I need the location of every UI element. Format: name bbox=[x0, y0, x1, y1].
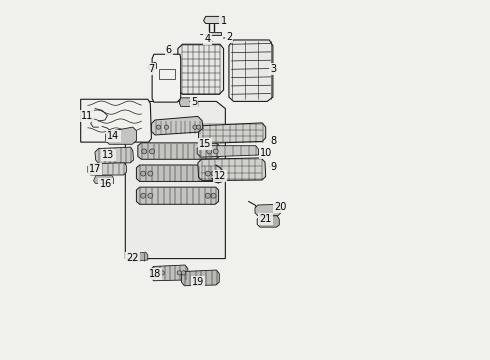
Text: 7: 7 bbox=[148, 64, 154, 74]
Polygon shape bbox=[81, 99, 151, 142]
Text: 20: 20 bbox=[274, 202, 287, 212]
Circle shape bbox=[211, 171, 216, 176]
Text: 12: 12 bbox=[214, 171, 226, 181]
Text: 6: 6 bbox=[166, 45, 172, 55]
Polygon shape bbox=[152, 54, 181, 102]
Circle shape bbox=[181, 271, 186, 275]
Text: 16: 16 bbox=[99, 179, 112, 189]
Polygon shape bbox=[209, 32, 220, 35]
Circle shape bbox=[160, 271, 164, 275]
Circle shape bbox=[148, 193, 153, 198]
Polygon shape bbox=[197, 146, 259, 157]
Text: 22: 22 bbox=[126, 253, 139, 263]
Text: 3: 3 bbox=[270, 64, 277, 74]
Polygon shape bbox=[94, 176, 114, 184]
Polygon shape bbox=[136, 165, 219, 181]
Circle shape bbox=[149, 149, 155, 154]
Circle shape bbox=[164, 125, 169, 129]
Circle shape bbox=[142, 149, 147, 154]
Text: 15: 15 bbox=[199, 139, 211, 149]
Circle shape bbox=[141, 193, 146, 198]
Text: 17: 17 bbox=[89, 164, 101, 174]
Circle shape bbox=[177, 271, 181, 275]
Circle shape bbox=[148, 171, 153, 176]
Polygon shape bbox=[181, 270, 220, 286]
Polygon shape bbox=[229, 40, 273, 102]
Text: 11: 11 bbox=[81, 111, 93, 121]
Polygon shape bbox=[159, 69, 175, 79]
Text: 14: 14 bbox=[107, 131, 120, 141]
Circle shape bbox=[207, 149, 212, 154]
Polygon shape bbox=[198, 123, 266, 144]
Text: 2: 2 bbox=[226, 32, 232, 42]
Polygon shape bbox=[148, 62, 156, 71]
Circle shape bbox=[154, 271, 159, 275]
Polygon shape bbox=[179, 98, 198, 107]
Text: 9: 9 bbox=[270, 162, 277, 172]
Polygon shape bbox=[131, 252, 148, 261]
Polygon shape bbox=[257, 216, 279, 227]
Polygon shape bbox=[125, 102, 225, 258]
Text: 1: 1 bbox=[220, 16, 227, 26]
Text: 5: 5 bbox=[191, 97, 197, 107]
Text: 4: 4 bbox=[204, 34, 211, 44]
Polygon shape bbox=[136, 187, 219, 204]
Circle shape bbox=[156, 125, 161, 129]
Text: 18: 18 bbox=[149, 269, 161, 279]
Polygon shape bbox=[203, 17, 222, 23]
Circle shape bbox=[213, 149, 218, 154]
Circle shape bbox=[141, 171, 146, 176]
Polygon shape bbox=[88, 163, 126, 175]
Circle shape bbox=[211, 193, 216, 198]
Polygon shape bbox=[255, 204, 281, 216]
Polygon shape bbox=[151, 265, 188, 281]
Circle shape bbox=[205, 193, 210, 198]
Text: 10: 10 bbox=[260, 148, 272, 158]
Polygon shape bbox=[138, 143, 220, 159]
Polygon shape bbox=[106, 127, 136, 144]
Polygon shape bbox=[151, 116, 203, 135]
Text: 8: 8 bbox=[270, 136, 277, 146]
Polygon shape bbox=[95, 147, 134, 163]
Text: 13: 13 bbox=[102, 150, 115, 160]
Text: 19: 19 bbox=[192, 277, 204, 287]
Circle shape bbox=[205, 171, 210, 176]
Circle shape bbox=[196, 125, 201, 129]
Polygon shape bbox=[178, 44, 223, 94]
Circle shape bbox=[193, 125, 197, 129]
Text: 21: 21 bbox=[260, 214, 272, 224]
Polygon shape bbox=[198, 158, 266, 181]
